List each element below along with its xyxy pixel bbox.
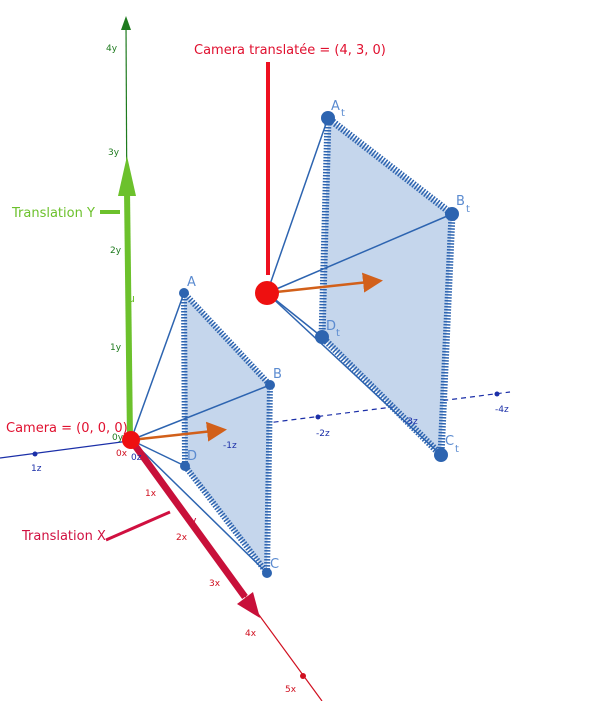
x-tick-label: 0x [116, 449, 128, 459]
point-label: C [445, 434, 454, 449]
pointer [105, 510, 171, 542]
y-tick-label: 3y [108, 148, 120, 158]
x-tick-label: 3x [209, 579, 221, 589]
vector-v [128, 437, 248, 600]
vector-label: v [190, 514, 197, 527]
y-axis-arrow [121, 16, 131, 30]
camera-translated [255, 281, 279, 305]
x-tick-label: 2x [176, 533, 188, 543]
image-plane-translated [322, 118, 452, 455]
y-tick-label: 0y [112, 433, 124, 443]
vector-v-head [237, 592, 260, 618]
x-tick-dot [300, 673, 306, 679]
y-tick-label: 4y [106, 44, 118, 54]
view-direction-translated [266, 272, 383, 295]
y-tick-label: 2y [110, 246, 122, 256]
image-plane [184, 293, 270, 573]
annotation: Camera translatée = (4, 3, 0) [194, 43, 386, 58]
point-subscript: t [336, 328, 340, 339]
plane-edges [181, 290, 274, 575]
z-tick-label: -4z [495, 405, 509, 415]
vector-u-head [118, 156, 136, 196]
view-direction [130, 421, 227, 442]
point-subscript: t [455, 444, 459, 455]
point-subscript: t [341, 108, 345, 119]
point-label: B [456, 194, 465, 209]
annotation: Translation X [21, 529, 106, 544]
x-tick-label: 4x [245, 629, 257, 639]
point-label: A [331, 99, 340, 114]
z-tick-label: 1z [31, 464, 42, 474]
z-tick-label: -1z [223, 441, 237, 451]
point-label: D [326, 319, 336, 334]
x-tick-label: 1x [145, 489, 157, 499]
z-tick-label: -2z [316, 429, 330, 439]
vertices [179, 111, 459, 578]
frustum-lines-translated [266, 117, 453, 456]
point-label: C [270, 557, 279, 572]
z-tick-label: 0z [131, 453, 142, 463]
vector-u [124, 189, 133, 441]
point-label: D [187, 449, 197, 464]
frustum-lines [130, 292, 271, 574]
y-tick-label: 1y [110, 343, 122, 353]
camera [122, 431, 140, 449]
point-subscript: t [466, 204, 470, 215]
vector-label: u [128, 292, 135, 305]
point-label: B [273, 367, 282, 382]
annotation: Camera = (0, 0, 0) [6, 421, 128, 436]
annotation: Translation Y [11, 206, 95, 221]
point-label: A [187, 275, 196, 290]
x-tick-label: 5x [285, 685, 297, 695]
z-tick-label: -3z [404, 417, 418, 427]
